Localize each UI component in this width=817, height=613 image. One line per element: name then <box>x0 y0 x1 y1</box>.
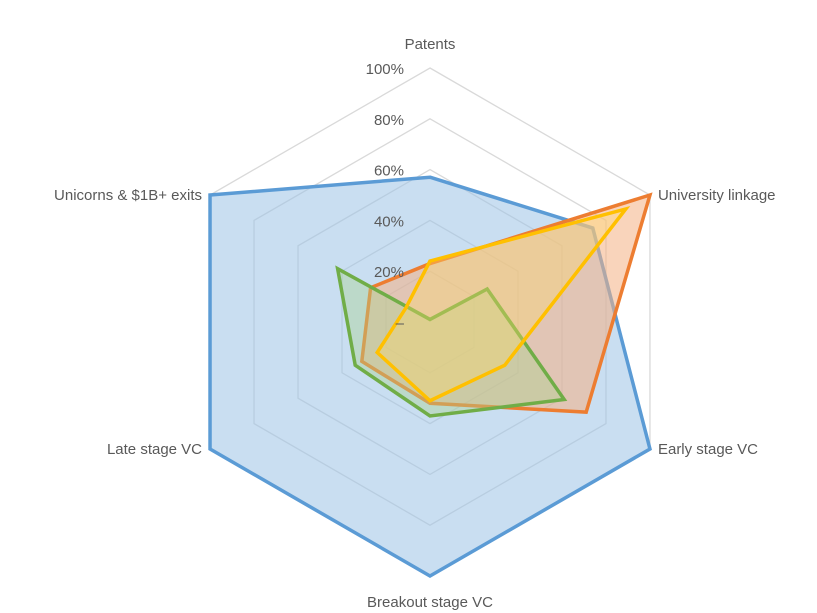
tick-label: – <box>396 315 405 332</box>
tick-label: 40% <box>374 213 404 230</box>
axis-label: Breakout stage VC <box>367 594 493 611</box>
tick-label: 20% <box>374 264 404 281</box>
tick-label: 100% <box>366 61 404 78</box>
tick-label: 80% <box>374 112 404 129</box>
radar-series <box>208 175 653 579</box>
series-4-polygon <box>374 205 631 403</box>
tick-label: 60% <box>374 163 404 180</box>
axis-label: Early stage VC <box>658 441 758 458</box>
radial-tick-labels: – 20% 40% 60% 80% 100% <box>366 61 405 332</box>
axis-label: Unicorns & $1B+ exits <box>54 187 202 204</box>
axis-labels: Patents University linkage Early stage VC B… <box>54 36 775 611</box>
axis-label: Patents <box>405 36 456 53</box>
axis-label: Late stage VC <box>107 441 202 458</box>
axis-label: University linkage <box>658 187 776 204</box>
series-3-polygon <box>335 265 568 418</box>
